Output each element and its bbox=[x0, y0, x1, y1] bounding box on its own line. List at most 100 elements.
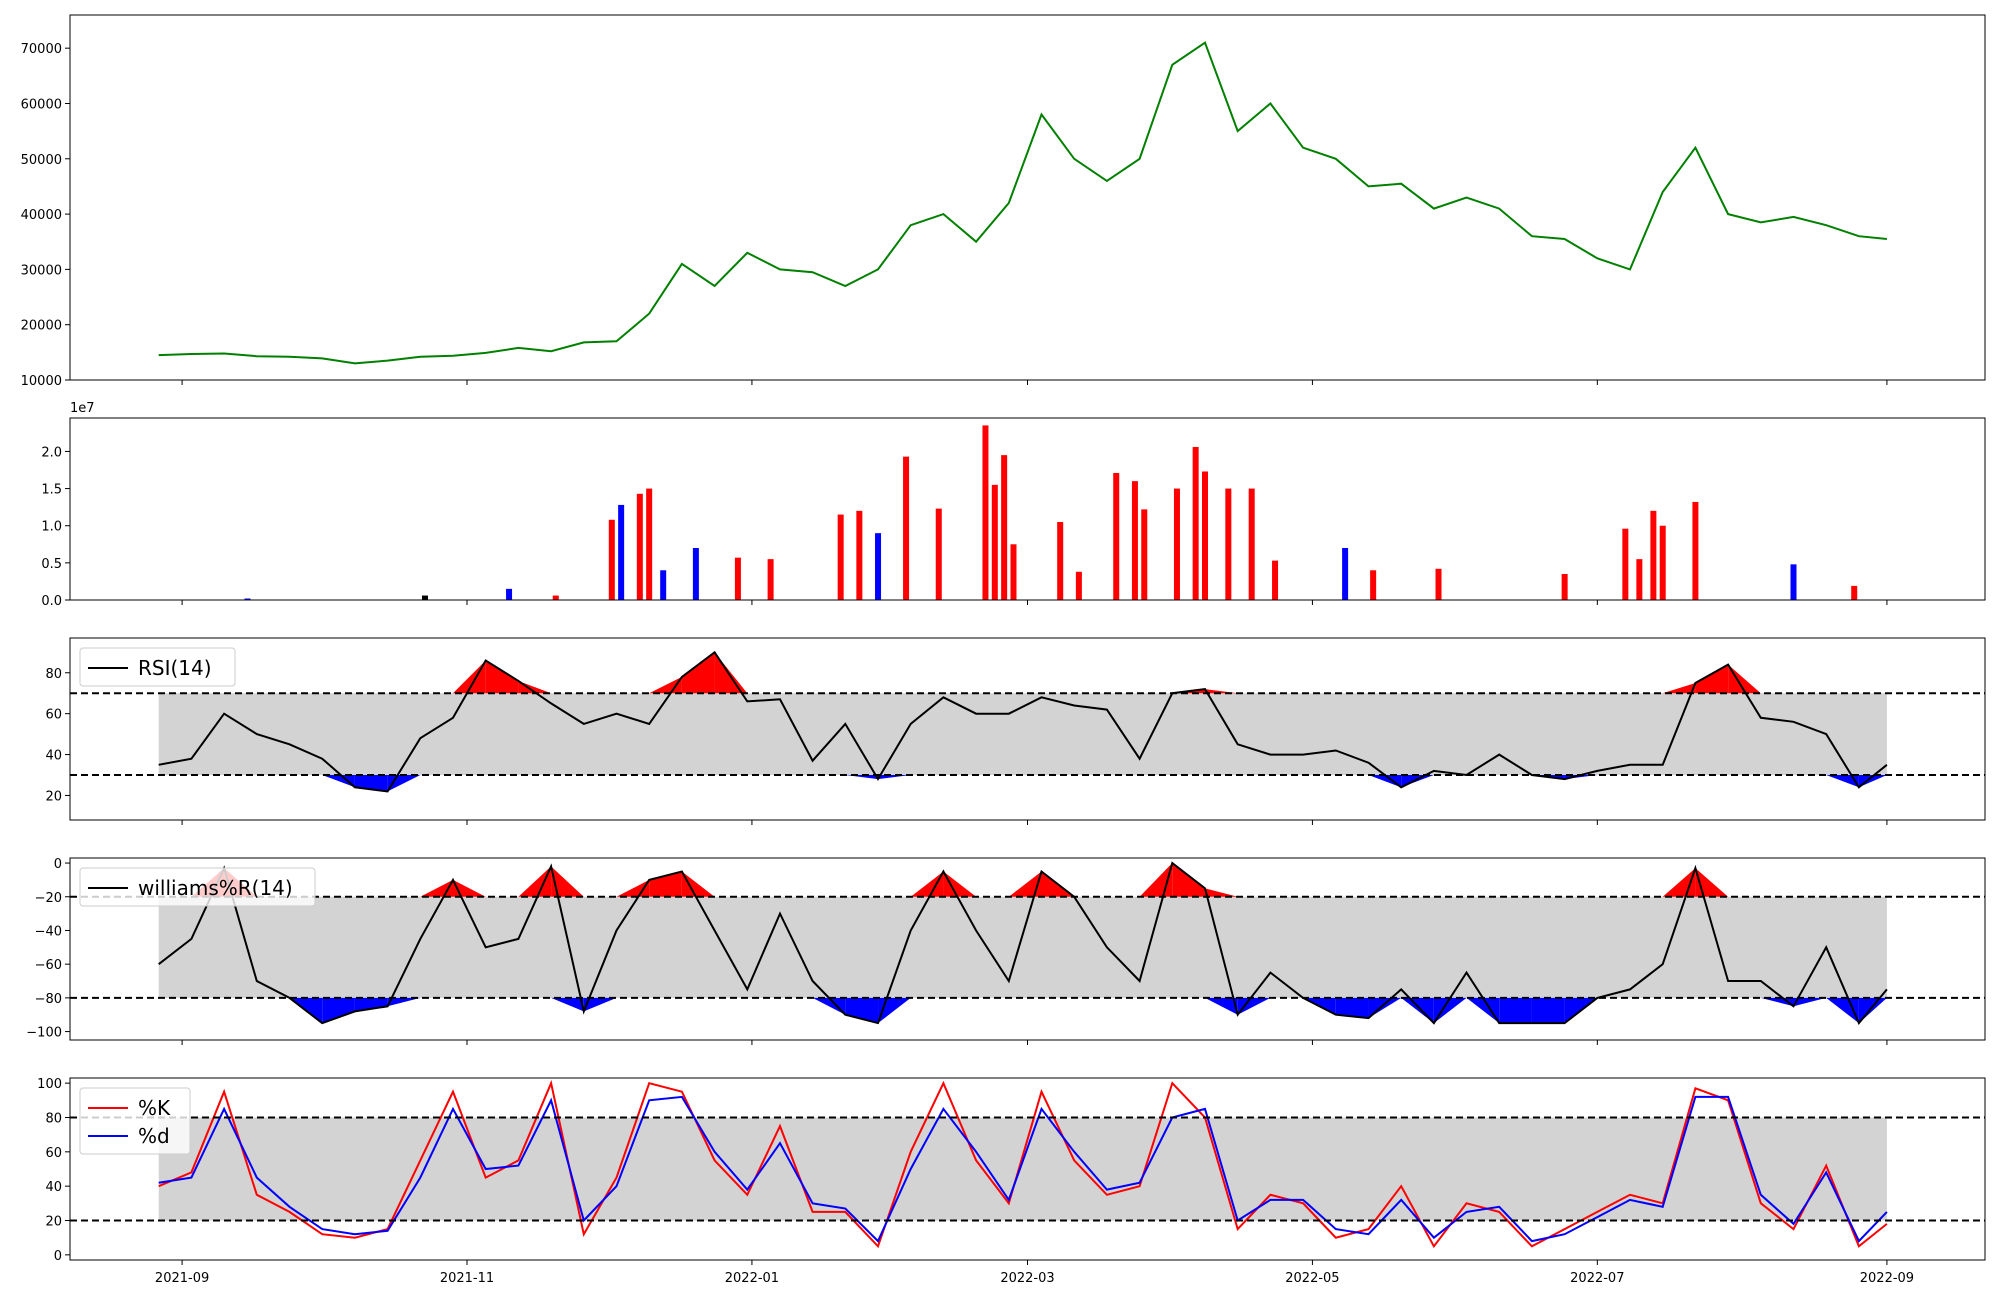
volume-bar bbox=[837, 514, 844, 600]
volume-bar bbox=[1201, 471, 1208, 600]
volume-bar bbox=[1650, 510, 1657, 600]
x-tick-label: 2022-05 bbox=[1285, 1271, 1339, 1286]
volume-bar bbox=[692, 548, 699, 600]
volume-bar bbox=[982, 425, 989, 600]
oversold-fill bbox=[1826, 775, 1859, 788]
volume-bar bbox=[1851, 585, 1858, 600]
y-tick-label: 0.0 bbox=[41, 594, 62, 609]
y-tick-label: 40000 bbox=[21, 208, 62, 223]
oversold-fill bbox=[1401, 775, 1434, 788]
oversold-fill bbox=[878, 775, 911, 780]
volume-bar bbox=[1435, 568, 1442, 600]
volume-bar bbox=[1692, 501, 1699, 600]
panel-stochastic: 0 20 40 60 80 100 %K %d 2021-09 2021-11 2022-01 202… bbox=[37, 1077, 1986, 1286]
volume-bar bbox=[1141, 509, 1148, 600]
overbought-fill bbox=[1172, 863, 1205, 897]
overbought-fill bbox=[453, 879, 486, 897]
volume-bar bbox=[636, 493, 643, 600]
y-tick-label: 20000 bbox=[21, 319, 62, 334]
volume-bar bbox=[1370, 570, 1377, 600]
volume-bar bbox=[646, 488, 653, 600]
panel-price: 10000 20000 30000 40000 50000 60000 70000 bbox=[21, 14, 1986, 389]
overbought-fill bbox=[1139, 863, 1173, 897]
volume-bar bbox=[1225, 488, 1232, 600]
volume-bar bbox=[734, 557, 741, 600]
y-tick-label: 60000 bbox=[21, 97, 62, 112]
overbought-fill bbox=[1008, 871, 1042, 897]
volume-bar bbox=[1790, 564, 1797, 600]
series-line-RSI(14) bbox=[158, 650, 1888, 793]
overbought-fill bbox=[910, 871, 944, 897]
y-tick-label: 60 bbox=[45, 708, 62, 723]
y-tick-label: −80 bbox=[35, 992, 62, 1007]
oversold-fill bbox=[322, 775, 355, 788]
volume-bar bbox=[991, 484, 998, 600]
volume-bar bbox=[1659, 525, 1666, 600]
overbought-fill bbox=[714, 652, 748, 694]
oversold-fill bbox=[1466, 997, 1500, 1024]
legend-box bbox=[79, 867, 316, 907]
y-tick-label: 0.5 bbox=[41, 557, 62, 572]
volume-bar bbox=[1010, 544, 1017, 600]
oversold-fill bbox=[1335, 997, 1369, 1019]
overbought-fill bbox=[1695, 664, 1729, 694]
band-rsi bbox=[158, 693, 1887, 776]
volume-bar bbox=[875, 533, 882, 600]
panel-volume: 0.0 0.5 1.0 1.5 2.0 bbox=[41, 417, 1986, 609]
oversold-fill bbox=[1531, 997, 1565, 1024]
overbought-fill bbox=[681, 871, 715, 897]
band-stochastic bbox=[158, 1117, 1887, 1221]
y-tick-label: 10000 bbox=[21, 374, 62, 389]
volume-bar bbox=[1561, 574, 1568, 600]
oversold-fill bbox=[1858, 775, 1887, 788]
volume-bar bbox=[506, 588, 513, 600]
oversold-fill bbox=[322, 997, 355, 1024]
volume-bar bbox=[608, 519, 615, 600]
overbought-fill bbox=[1204, 689, 1238, 694]
overbought-fill bbox=[1662, 682, 1696, 694]
x-tick-label: 2022-07 bbox=[1570, 1271, 1624, 1286]
legend-label: %d bbox=[138, 1124, 170, 1148]
oversold-fill bbox=[812, 997, 846, 1015]
y-tick-label: −20 bbox=[35, 891, 62, 906]
overbought-fill bbox=[1728, 664, 1761, 694]
volume-bar bbox=[1113, 472, 1120, 600]
volume-bar bbox=[935, 508, 942, 600]
oversold-fill bbox=[878, 997, 911, 1024]
x-tick-label: 2022-09 bbox=[1860, 1271, 1914, 1286]
y-tick-label: 20 bbox=[45, 1215, 62, 1230]
oversold-fill bbox=[1401, 997, 1434, 1024]
y-tick-label: 0 bbox=[54, 1249, 62, 1264]
y-tick-label: 40 bbox=[45, 1180, 62, 1195]
y-tick-label: −60 bbox=[35, 958, 62, 973]
overbought-fill bbox=[453, 660, 486, 694]
x-tick-label: 2022-01 bbox=[725, 1271, 779, 1286]
volume-bar bbox=[421, 595, 428, 600]
y-tick-label: 80 bbox=[45, 667, 62, 682]
volume-bar bbox=[660, 570, 667, 600]
y-tick-label: −100 bbox=[26, 1026, 62, 1041]
y-tick-label: 1.5 bbox=[41, 483, 62, 498]
y-tick-label: 100 bbox=[37, 1077, 62, 1092]
oversold-fill bbox=[354, 997, 388, 1012]
overbought-fill bbox=[1695, 868, 1729, 897]
overbought-fill bbox=[551, 866, 584, 897]
volume-bar bbox=[1001, 455, 1008, 600]
panel-rsi: 20 40 60 80 RSI(14) bbox=[45, 637, 1986, 825]
volume-bar bbox=[1272, 560, 1279, 600]
volume-bar bbox=[1622, 528, 1629, 600]
legend-label: %K bbox=[138, 1096, 171, 1120]
oversold-fill bbox=[551, 997, 584, 1012]
oversold-fill bbox=[1499, 997, 1532, 1024]
volume-bar bbox=[767, 559, 774, 600]
legend-box bbox=[79, 647, 236, 687]
x-tick-label: 2021-09 bbox=[155, 1271, 209, 1286]
overbought-fill bbox=[485, 660, 519, 694]
y-tick-label: 0 bbox=[54, 857, 62, 872]
panel-williams: −100 −80 −60 −40 −20 0 williams%R(14) bbox=[26, 857, 1986, 1045]
oversold-fill bbox=[387, 997, 421, 1007]
oversold-fill bbox=[1368, 997, 1402, 1019]
y-tick-label: −40 bbox=[35, 924, 62, 939]
oversold-fill bbox=[354, 775, 388, 792]
